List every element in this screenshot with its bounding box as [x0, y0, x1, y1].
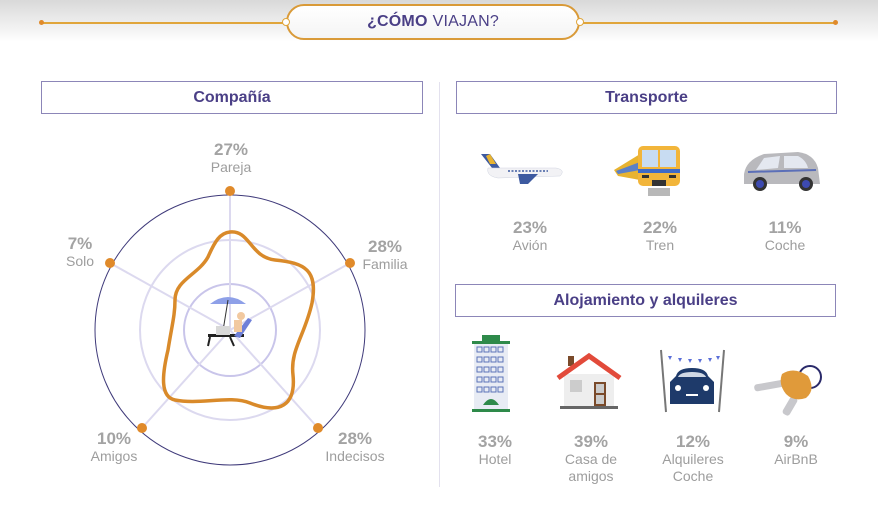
stat-label-line2: amigos [568, 468, 614, 484]
stat-label: Hotel [478, 451, 512, 467]
stat-label: Familia [362, 256, 408, 272]
train-icon [614, 140, 689, 198]
stat-label: Pareja [210, 159, 252, 175]
header-knob-left [282, 18, 290, 26]
stat-pct: 7% [67, 234, 93, 253]
stat-label: Avión [512, 237, 548, 253]
alojamiento-stat-hotel: 33% Hotel [465, 432, 525, 468]
stat-label: Solo [65, 253, 95, 269]
stat-pct: 27% [213, 140, 249, 159]
stat-pct: 11% [768, 218, 802, 237]
stat-pct: 23% [512, 218, 548, 237]
car-icon [740, 148, 824, 196]
stat-label: Coche [764, 237, 806, 253]
stat-label-line2: Coche [672, 468, 714, 484]
transporte-stat-tren: 22% Tren [630, 218, 690, 254]
stat-label: Amigos [90, 448, 138, 464]
compania-stat-pareja: 27% Pareja [196, 140, 266, 176]
house-icon [556, 352, 622, 410]
header-knob-right [576, 18, 584, 26]
stat-pct: 22% [642, 218, 678, 237]
alojamiento-stat-airbnb: 9% AirBnB [764, 432, 828, 468]
airplane-icon [478, 150, 568, 190]
compania-stat-solo: 7% Solo [56, 234, 104, 270]
person-on-beach-chair-with-umbrella-icon [200, 292, 260, 352]
page-title-bold: ¿CÓMO [367, 13, 428, 30]
stat-pct: 33% [477, 432, 513, 451]
compania-title: Compañía [41, 81, 423, 114]
stat-pct: 12% [675, 432, 711, 451]
stat-label: AirBnB [774, 451, 818, 467]
page-title: ¿CÓMO VIAJAN? [286, 4, 580, 40]
page-title-rest: VIAJAN? [432, 13, 499, 30]
alojamiento-title: Alojamiento y alquileres [455, 284, 836, 317]
stat-pct: 9% [783, 432, 809, 451]
transporte-stat-coche: 11% Coche [755, 218, 815, 254]
compania-stat-amigos: 10% Amigos [82, 429, 146, 465]
column-divider [439, 82, 440, 487]
stat-label: Tren [645, 237, 675, 253]
header-line-right [580, 22, 836, 24]
stat-pct: 39% [573, 432, 609, 451]
stat-pct: 28% [337, 429, 373, 448]
header-dot-left [39, 20, 44, 25]
stat-pct: 28% [367, 237, 403, 256]
alojamiento-stat-casa-de-amigos: 39% Casa de amigos [558, 432, 624, 485]
car-rental-icon [658, 348, 726, 414]
header-dot-right [833, 20, 838, 25]
keys-icon [750, 360, 830, 418]
stat-label-line1: Casa de [564, 451, 618, 467]
compania-radar-chart [80, 175, 380, 475]
transporte-title: Transporte [456, 81, 837, 114]
header-line-left [41, 22, 286, 24]
hotel-icon [470, 335, 512, 413]
stat-label: Indecisos [325, 448, 385, 464]
alojamiento-stat-alquileres-coche: 12% Alquileres Coche [654, 432, 732, 485]
stat-label-line1: Alquileres [662, 451, 724, 467]
compania-stat-indecisos: 28% Indecisos [318, 429, 392, 465]
compania-stat-familia: 28% Familia [350, 237, 420, 273]
stat-pct: 10% [96, 429, 132, 448]
transporte-stat-avion: 23% Avión [500, 218, 560, 254]
